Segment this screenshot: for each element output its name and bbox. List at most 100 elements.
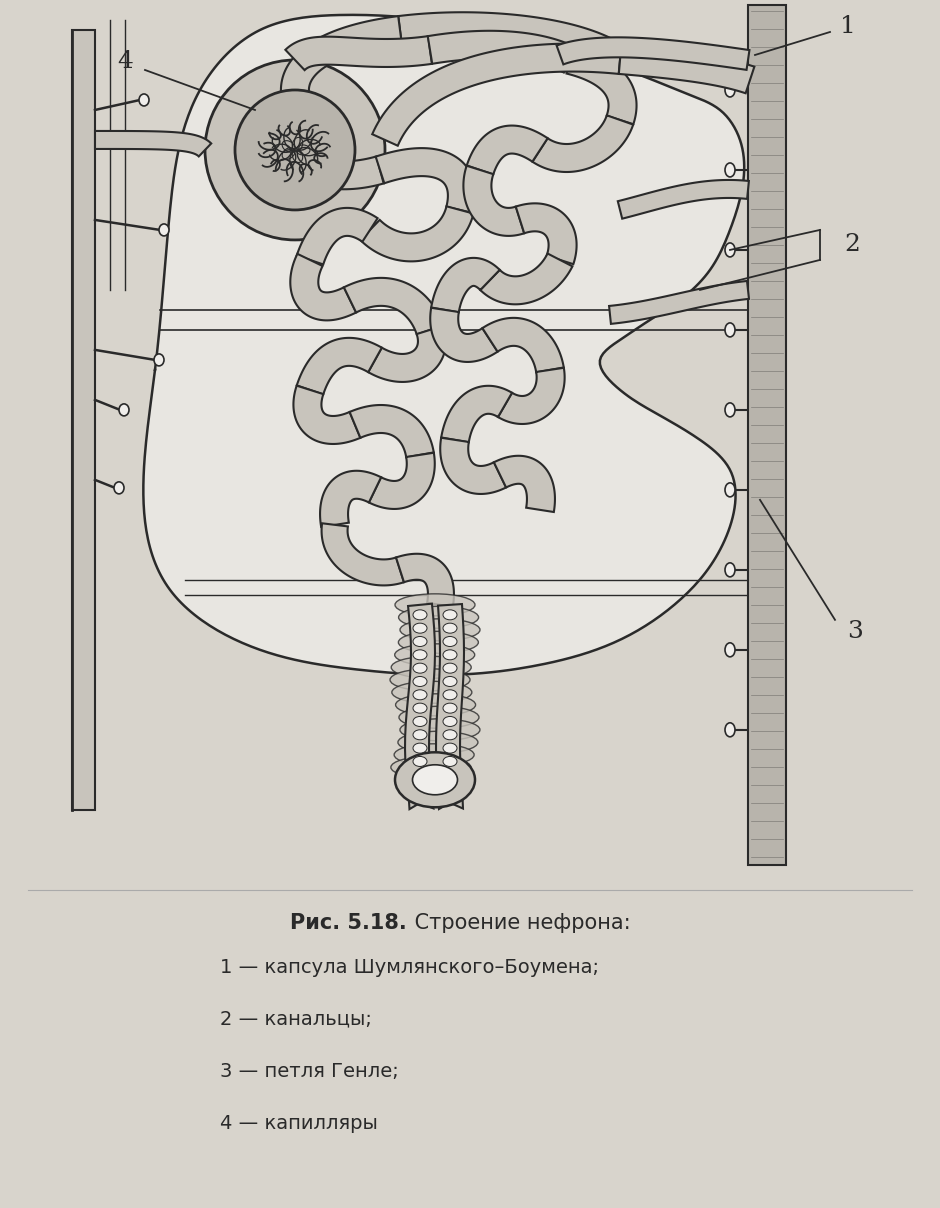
Ellipse shape bbox=[399, 707, 479, 728]
Ellipse shape bbox=[725, 163, 735, 176]
Polygon shape bbox=[428, 30, 576, 72]
Polygon shape bbox=[396, 553, 454, 606]
Ellipse shape bbox=[443, 716, 457, 726]
Ellipse shape bbox=[725, 643, 735, 657]
Text: 3 — петля Генле;: 3 — петля Генле; bbox=[220, 1062, 399, 1081]
Ellipse shape bbox=[443, 690, 457, 699]
Ellipse shape bbox=[159, 223, 169, 236]
Polygon shape bbox=[344, 278, 444, 335]
Ellipse shape bbox=[395, 753, 475, 807]
Ellipse shape bbox=[391, 656, 471, 679]
Polygon shape bbox=[297, 208, 378, 265]
Ellipse shape bbox=[413, 690, 427, 699]
Polygon shape bbox=[482, 318, 564, 372]
Ellipse shape bbox=[413, 756, 427, 766]
Polygon shape bbox=[297, 338, 382, 394]
Polygon shape bbox=[272, 100, 384, 190]
Polygon shape bbox=[467, 126, 548, 174]
Circle shape bbox=[205, 60, 385, 240]
Polygon shape bbox=[532, 115, 634, 172]
Ellipse shape bbox=[413, 703, 427, 713]
Polygon shape bbox=[376, 149, 476, 213]
Text: 4 — капилляры: 4 — капилляры bbox=[220, 1114, 378, 1133]
Ellipse shape bbox=[413, 637, 427, 646]
Ellipse shape bbox=[400, 719, 480, 741]
Ellipse shape bbox=[443, 610, 457, 620]
Text: 4: 4 bbox=[118, 51, 133, 74]
Ellipse shape bbox=[154, 354, 164, 366]
Ellipse shape bbox=[725, 483, 735, 496]
Polygon shape bbox=[372, 43, 621, 146]
Polygon shape bbox=[321, 523, 404, 586]
Polygon shape bbox=[440, 437, 506, 494]
Ellipse shape bbox=[725, 323, 735, 337]
Polygon shape bbox=[441, 385, 512, 442]
Ellipse shape bbox=[413, 623, 427, 633]
Ellipse shape bbox=[443, 650, 457, 660]
Ellipse shape bbox=[391, 756, 471, 778]
Polygon shape bbox=[143, 14, 744, 675]
Polygon shape bbox=[360, 207, 474, 261]
Bar bbox=[748, 5, 786, 865]
Ellipse shape bbox=[413, 765, 458, 795]
Polygon shape bbox=[567, 46, 636, 124]
Ellipse shape bbox=[725, 83, 735, 97]
Polygon shape bbox=[399, 12, 628, 71]
Ellipse shape bbox=[400, 618, 480, 640]
Circle shape bbox=[235, 89, 355, 210]
Polygon shape bbox=[368, 453, 435, 509]
Ellipse shape bbox=[390, 669, 470, 691]
Ellipse shape bbox=[413, 676, 427, 686]
Polygon shape bbox=[463, 165, 525, 236]
Ellipse shape bbox=[399, 606, 478, 628]
Ellipse shape bbox=[443, 663, 457, 673]
Polygon shape bbox=[293, 385, 360, 445]
Ellipse shape bbox=[413, 663, 427, 673]
Ellipse shape bbox=[725, 563, 735, 577]
Text: 1 — капсула Шумлянского–Боумена;: 1 — капсула Шумлянского–Боумена; bbox=[220, 958, 599, 977]
Polygon shape bbox=[556, 37, 749, 70]
Ellipse shape bbox=[392, 681, 472, 703]
Ellipse shape bbox=[119, 403, 129, 416]
Polygon shape bbox=[290, 254, 356, 320]
Text: Строение нефрона:: Строение нефрона: bbox=[408, 913, 631, 933]
Text: 1: 1 bbox=[840, 16, 856, 39]
Polygon shape bbox=[436, 604, 464, 809]
Polygon shape bbox=[281, 16, 401, 116]
Ellipse shape bbox=[395, 594, 475, 616]
Ellipse shape bbox=[394, 744, 474, 766]
Polygon shape bbox=[431, 257, 500, 313]
Text: 3: 3 bbox=[847, 621, 863, 644]
Ellipse shape bbox=[443, 756, 457, 766]
Ellipse shape bbox=[395, 644, 475, 666]
Ellipse shape bbox=[413, 716, 427, 726]
Polygon shape bbox=[619, 46, 755, 93]
Polygon shape bbox=[609, 281, 749, 324]
Ellipse shape bbox=[114, 482, 124, 494]
Polygon shape bbox=[350, 405, 433, 458]
Ellipse shape bbox=[443, 743, 457, 753]
Polygon shape bbox=[498, 367, 565, 424]
Polygon shape bbox=[516, 203, 576, 265]
Ellipse shape bbox=[413, 743, 427, 753]
Polygon shape bbox=[494, 455, 555, 512]
Polygon shape bbox=[431, 308, 497, 362]
Ellipse shape bbox=[139, 94, 149, 106]
Ellipse shape bbox=[413, 730, 427, 739]
Ellipse shape bbox=[725, 243, 735, 257]
Text: Рис. 5.18.: Рис. 5.18. bbox=[290, 913, 407, 933]
Ellipse shape bbox=[399, 632, 478, 654]
Ellipse shape bbox=[443, 637, 457, 646]
Polygon shape bbox=[368, 326, 446, 382]
Polygon shape bbox=[95, 130, 212, 157]
Ellipse shape bbox=[443, 730, 457, 739]
Polygon shape bbox=[480, 254, 572, 304]
Ellipse shape bbox=[413, 650, 427, 660]
Polygon shape bbox=[320, 471, 381, 527]
Ellipse shape bbox=[443, 703, 457, 713]
Ellipse shape bbox=[725, 403, 735, 417]
Ellipse shape bbox=[413, 610, 427, 620]
Ellipse shape bbox=[443, 623, 457, 633]
Bar bbox=[72, 30, 95, 809]
Polygon shape bbox=[618, 180, 749, 219]
